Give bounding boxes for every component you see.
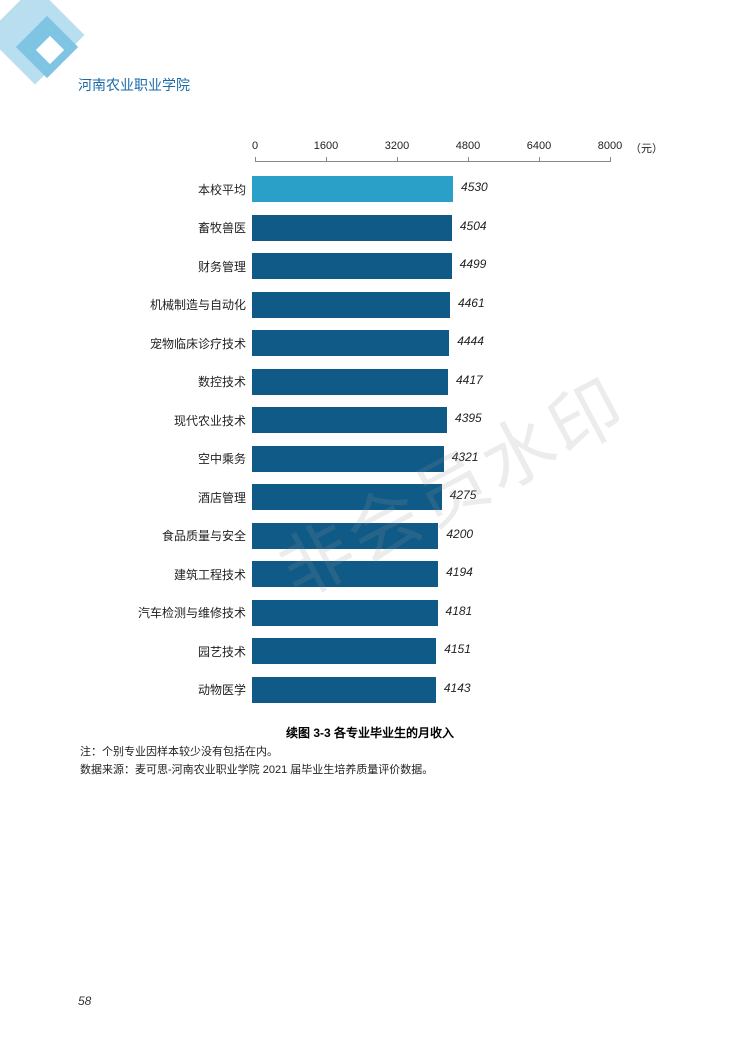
bar-value: 4395 <box>455 411 482 425</box>
bar-label: 宠物临床诊疗技术 <box>130 335 252 352</box>
bar-row: 建筑工程技术4194 <box>130 555 670 594</box>
bar-value: 4504 <box>460 219 487 233</box>
bar-track: 4321 <box>252 446 607 472</box>
bar-fill: 4395 <box>252 407 447 433</box>
note-line-2: 数据来源：麦可思-河南农业职业学院 2021 届毕业生培养质量评价数据。 <box>80 762 433 780</box>
bar-row: 园艺技术4151 <box>130 632 670 671</box>
x-tick: 0 <box>252 140 258 152</box>
bar-track: 4275 <box>252 484 607 510</box>
bar-label: 园艺技术 <box>130 643 252 660</box>
bar-track: 4143 <box>252 677 607 703</box>
bar-track: 4461 <box>252 292 607 318</box>
x-axis-line <box>255 161 610 162</box>
bar-row: 财务管理4499 <box>130 247 670 286</box>
bar-fill: 4504 <box>252 215 452 241</box>
bar-value: 4461 <box>458 296 485 310</box>
bar-value: 4444 <box>457 334 484 348</box>
bar-value: 4530 <box>461 180 488 194</box>
x-tick: 1600 <box>314 140 338 152</box>
bar-value: 4143 <box>444 681 471 695</box>
bar-label: 本校平均 <box>130 181 252 198</box>
bar-row: 本校平均4530 <box>130 170 670 209</box>
x-axis-unit: （元） <box>630 140 663 156</box>
bar-value: 4417 <box>456 373 483 387</box>
note-line-1: 注：个别专业因样本较少没有包括在内。 <box>80 744 433 762</box>
x-tickmark <box>539 157 540 162</box>
bar-track: 4181 <box>252 600 607 626</box>
bar-fill: 4444 <box>252 330 449 356</box>
bar-label: 建筑工程技术 <box>130 566 252 583</box>
bar-fill: 4321 <box>252 446 444 472</box>
page-header-title: 河南农业职业学院 <box>78 75 190 95</box>
bar-row: 机械制造与自动化4461 <box>130 286 670 325</box>
notes: 注：个别专业因样本较少没有包括在内。 数据来源：麦可思-河南农业职业学院 202… <box>80 744 433 779</box>
bar-value: 4151 <box>444 642 471 656</box>
bar-label: 现代农业技术 <box>130 412 252 429</box>
bar-value: 4321 <box>452 450 479 464</box>
bar-label: 机械制造与自动化 <box>130 296 252 313</box>
bar-value: 4181 <box>446 604 473 618</box>
bar-track: 4200 <box>252 523 607 549</box>
x-tickmark <box>610 157 611 162</box>
bar-fill: 4417 <box>252 369 448 395</box>
bar-row: 空中乘务4321 <box>130 440 670 479</box>
bar-label: 空中乘务 <box>130 450 252 467</box>
bar-fill: 4200 <box>252 523 438 549</box>
page-number: 58 <box>78 994 91 1008</box>
bar-value: 4200 <box>446 527 473 541</box>
bars-container: 本校平均4530畜牧兽医4504财务管理4499机械制造与自动化4461宠物临床… <box>130 170 670 709</box>
bar-fill: 4530 <box>252 176 453 202</box>
bar-row: 宠物临床诊疗技术4444 <box>130 324 670 363</box>
bar-track: 4530 <box>252 176 607 202</box>
bar-track: 4194 <box>252 561 607 587</box>
bar-track: 4499 <box>252 253 607 279</box>
x-tick: 4800 <box>456 140 480 152</box>
bar-label: 酒店管理 <box>130 489 252 506</box>
chart-caption: 续图 3-3 各专业毕业生的月收入 <box>0 724 740 741</box>
income-bar-chart: 016003200480064008000 （元） 本校平均4530畜牧兽医45… <box>130 140 670 709</box>
x-tick: 3200 <box>385 140 409 152</box>
x-tickmark <box>255 157 256 162</box>
bar-row: 食品质量与安全4200 <box>130 517 670 556</box>
x-tickmark <box>397 157 398 162</box>
bar-fill: 4143 <box>252 677 436 703</box>
x-tick: 8000 <box>598 140 622 152</box>
bar-track: 4417 <box>252 369 607 395</box>
bar-fill: 4151 <box>252 638 436 664</box>
bar-value: 4499 <box>460 257 487 271</box>
bar-track: 4151 <box>252 638 607 664</box>
bar-row: 酒店管理4275 <box>130 478 670 517</box>
bar-row: 汽车检测与维修技术4181 <box>130 594 670 633</box>
x-tickmark <box>468 157 469 162</box>
bar-label: 动物医学 <box>130 681 252 698</box>
bar-fill: 4461 <box>252 292 450 318</box>
bar-fill: 4275 <box>252 484 442 510</box>
bar-label: 畜牧兽医 <box>130 219 252 236</box>
bar-label: 财务管理 <box>130 258 252 275</box>
bar-track: 4444 <box>252 330 607 356</box>
x-tick: 6400 <box>527 140 551 152</box>
bar-fill: 4181 <box>252 600 438 626</box>
bar-fill: 4499 <box>252 253 452 279</box>
bar-track: 4504 <box>252 215 607 241</box>
bar-track: 4395 <box>252 407 607 433</box>
bar-row: 畜牧兽医4504 <box>130 209 670 248</box>
bar-label: 汽车检测与维修技术 <box>130 604 252 621</box>
bar-value: 4275 <box>450 488 477 502</box>
bar-value: 4194 <box>446 565 473 579</box>
bar-fill: 4194 <box>252 561 438 587</box>
bar-row: 现代农业技术4395 <box>130 401 670 440</box>
bar-label: 数控技术 <box>130 373 252 390</box>
x-axis: 016003200480064008000 <box>255 140 615 162</box>
bar-label: 食品质量与安全 <box>130 527 252 544</box>
bar-row: 动物医学4143 <box>130 671 670 710</box>
bar-row: 数控技术4417 <box>130 363 670 402</box>
x-tickmark <box>326 157 327 162</box>
